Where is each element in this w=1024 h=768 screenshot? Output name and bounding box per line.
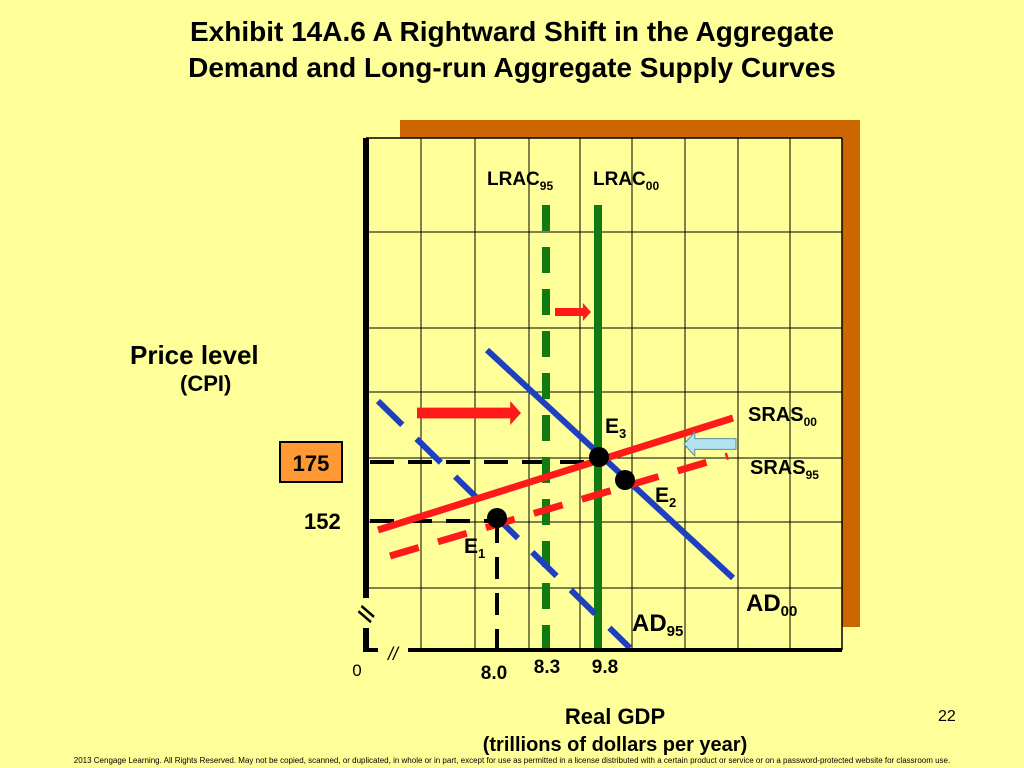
slide-title: Exhibit 14A.6 A Rightward Shift in the A… — [0, 14, 1024, 86]
title-line-1: Exhibit 14A.6 A Rightward Shift in the A… — [189, 16, 835, 47]
label-sras00: SRAS00 — [748, 404, 817, 429]
y-axis-label: Price level (CPI) — [130, 340, 310, 397]
label-e1: E1 — [464, 535, 485, 561]
point-e3 — [589, 447, 609, 467]
point-e2 — [615, 470, 635, 490]
panel-rect — [366, 138, 842, 650]
label-e3: E3 — [605, 415, 626, 441]
y-axis-unit: (CPI) — [180, 371, 232, 396]
label-sras95: SRAS95 — [750, 457, 819, 482]
chart-grid — [366, 137, 843, 650]
guide-lines — [370, 460, 598, 650]
shift-arrow-lrac — [555, 303, 591, 321]
equilibrium-points — [487, 447, 635, 528]
x-axis-break-gap — [378, 643, 408, 657]
y-tick-152: 152 — [304, 509, 341, 534]
label-ad95: AD95 — [632, 610, 683, 640]
y-tick-175: 175 — [293, 451, 330, 476]
curve-ad00 — [484, 347, 736, 581]
shift-arrow-ad — [417, 401, 521, 425]
x-axis-title: Real GDP — [564, 704, 666, 729]
x-axis-break-mark: // — [386, 644, 400, 664]
axes: //// — [353, 138, 842, 664]
point-e1 — [487, 508, 507, 528]
shift-arrows — [417, 303, 737, 458]
shift-arrow-sras — [683, 430, 737, 458]
x-axis-unit: (trillions of dollars per year) — [482, 734, 748, 756]
y-axis-break-gap — [355, 598, 377, 628]
page-number: 22 — [938, 708, 956, 725]
copyright-footer: 2013 Cengage Learning. All Rights Reserv… — [73, 756, 951, 765]
x-axis-label: Real GDP (trillions of dollars per year) — [450, 704, 780, 757]
origin-label: 0 — [352, 661, 361, 680]
label-e2: E2 — [655, 484, 676, 510]
curve-sras00 — [376, 414, 735, 534]
y-axis-title: Price level — [130, 340, 259, 370]
y-tick-175-box — [279, 441, 343, 483]
chart-panel — [366, 138, 842, 650]
x-tick-8-3: 8.3 — [534, 657, 560, 678]
curves — [375, 205, 736, 651]
label-lrac95: LRAC95 — [487, 169, 553, 193]
chart-labels: LRAC95 LRAC00 AD95 AD00 SRAS95 SRAS00 E1 E2 E3 17… — [279, 169, 819, 684]
label-ad00: AD00 — [746, 590, 797, 620]
x-tick-9-8: 9.8 — [592, 657, 618, 678]
label-lrac00: LRAC00 — [593, 169, 659, 193]
x-tick-8-0: 8.0 — [481, 663, 507, 684]
title-line-2: Demand and Long-run Aggregate Supply Cur… — [188, 52, 836, 83]
curve-sras95 — [389, 452, 729, 560]
